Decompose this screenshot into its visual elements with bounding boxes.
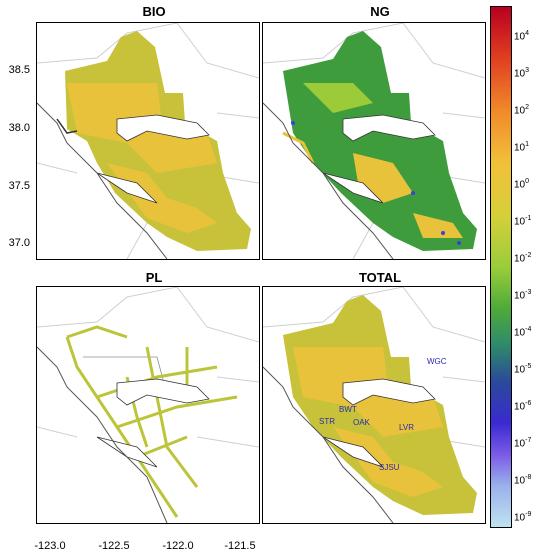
colorbar-tick-label: 100: [514, 178, 530, 191]
site-label-wgc: WGC: [427, 357, 447, 366]
site-label-str: STR: [319, 417, 335, 426]
panel-title-pl: PL: [145, 270, 163, 285]
colorbar-tick-label: 104: [514, 30, 530, 43]
panel-title-ng: NG: [370, 4, 390, 19]
y-tick-label: 38.0: [8, 122, 30, 134]
y-tick-label: 38.5: [8, 64, 30, 76]
colorbar-tick-label: 10-5: [514, 363, 532, 376]
colorbar-tick-label: 10-7: [514, 437, 532, 450]
bio-map: [37, 23, 259, 259]
panel-title-bio: BIO: [142, 4, 166, 19]
map-panel-total: WGC BWT STR OAK LVR SJSU: [262, 286, 486, 524]
colorbar-tick-label: 10-3: [514, 289, 532, 302]
y-tick-label: 37.5: [8, 180, 30, 192]
colorbar-tick-label: 103: [514, 67, 530, 80]
colorbar-tick-label: 10-8: [514, 474, 532, 487]
colorbar-tick-label: 101: [514, 141, 530, 154]
pipeline-network: [65, 325, 238, 518]
map-panel-pl: [36, 286, 260, 524]
colorbar-tick-label: 10-4: [514, 326, 532, 339]
pl-map: [37, 287, 259, 523]
x-tick-label: -121.5: [224, 540, 256, 552]
colorbar: [490, 6, 512, 528]
colorbar-tick-label: 10-9: [514, 511, 532, 524]
site-label-oak: OAK: [353, 418, 370, 427]
colorbar-tick-label: 102: [514, 104, 530, 117]
total-map: [263, 287, 485, 523]
site-label-bwt: BWT: [339, 405, 357, 414]
colorbar-tick-label: 10-2: [514, 252, 532, 265]
colorbar-tick-label: 10-1: [514, 215, 532, 228]
ng-map: [263, 23, 485, 259]
colorbar-tick-label: 10-6: [514, 400, 532, 413]
x-tick-label: -123.0: [34, 540, 66, 552]
map-panel-ng: [262, 22, 486, 260]
x-tick-label: -122.5: [98, 540, 130, 552]
x-tick-label: -122.0: [162, 540, 194, 552]
emission-region: [283, 31, 477, 251]
site-label-sjsu: SJSU: [379, 463, 400, 472]
map-panel-bio: [36, 22, 260, 260]
panel-title-total: TOTAL: [358, 270, 402, 285]
site-label-lvr: LVR: [399, 423, 414, 432]
y-tick-label: 37.0: [8, 237, 30, 249]
